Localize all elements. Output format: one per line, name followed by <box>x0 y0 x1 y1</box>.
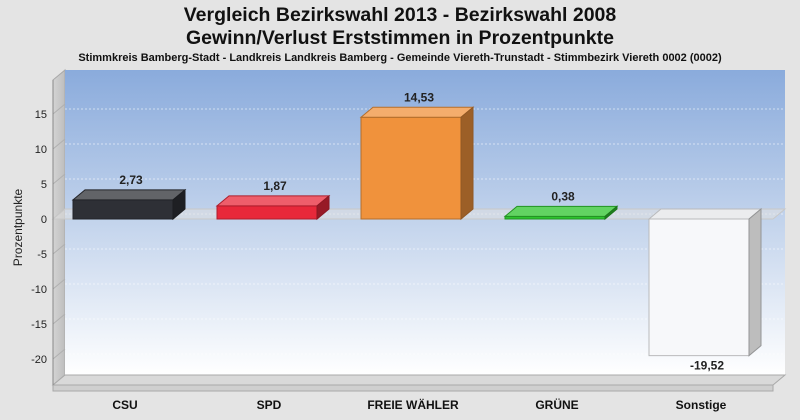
bar-top <box>215 195 331 207</box>
bar-side <box>460 106 474 221</box>
x-tick-label: Sonstige <box>676 398 727 412</box>
bar-side <box>172 188 186 221</box>
x-tick-label: FREIE WÄHLER <box>367 397 459 412</box>
bar-front <box>216 205 318 220</box>
plot-floor <box>51 374 787 386</box>
bar-front <box>72 199 174 220</box>
bar-top <box>71 189 187 201</box>
gridline-wall <box>52 173 66 185</box>
y-tick-label: 5 <box>41 179 47 191</box>
bar-front <box>648 218 750 357</box>
gridline-wall <box>52 313 66 325</box>
gridline-wall <box>52 278 66 290</box>
bar-grüne: 0,38 <box>503 189 619 221</box>
data-label: -19,52 <box>690 359 724 373</box>
bar-side <box>316 194 330 221</box>
data-label: 0,38 <box>551 189 575 203</box>
x-tick-label: SPD <box>257 398 282 412</box>
bar-spd: 1,87 <box>215 179 331 221</box>
chart-caption: Stimmkreis Bamberg-Stadt - Landkreis Lan… <box>78 52 722 64</box>
bar-top <box>647 208 763 220</box>
y-tick-label: -5 <box>37 249 47 261</box>
bar-freie-wähler: 14,53 <box>359 90 475 221</box>
data-label: 2,73 <box>119 173 143 187</box>
gridline-wall <box>52 138 66 150</box>
chart-title: Vergleich Bezirkswahl 2013 - Bezirkswahl… <box>183 4 617 26</box>
y-tick-label: 15 <box>35 109 47 121</box>
x-tick-label: CSU <box>112 398 137 412</box>
gridline-wall <box>52 348 66 360</box>
y-tick-label: -15 <box>31 319 47 331</box>
bar-sonstige: -19,52 <box>647 207 763 373</box>
bar-side <box>604 205 618 221</box>
gridline-wall <box>52 103 66 115</box>
y-tick-label: 10 <box>35 144 47 156</box>
bar-front <box>360 116 462 220</box>
y-tick-label: -20 <box>31 354 47 366</box>
bar-side <box>748 207 762 357</box>
gridline-wall <box>52 243 66 255</box>
chart-subtitle: Gewinn/Verlust Erststimmen in Prozentpun… <box>185 27 614 49</box>
bar-top <box>503 205 619 217</box>
bar-top <box>359 106 475 118</box>
bar-csu: 2,73 <box>71 173 187 221</box>
plot-left-wall <box>52 68 66 387</box>
y-tick-label: -10 <box>31 284 47 296</box>
data-label: 1,87 <box>263 179 287 193</box>
x-tick-label: GRÜNE <box>535 397 578 412</box>
data-label: 14,53 <box>404 90 434 104</box>
plot-floor-edge <box>52 384 774 392</box>
y-tick-label: 0 <box>41 214 47 226</box>
y-axis-label: Prozentpunkte <box>11 188 25 266</box>
